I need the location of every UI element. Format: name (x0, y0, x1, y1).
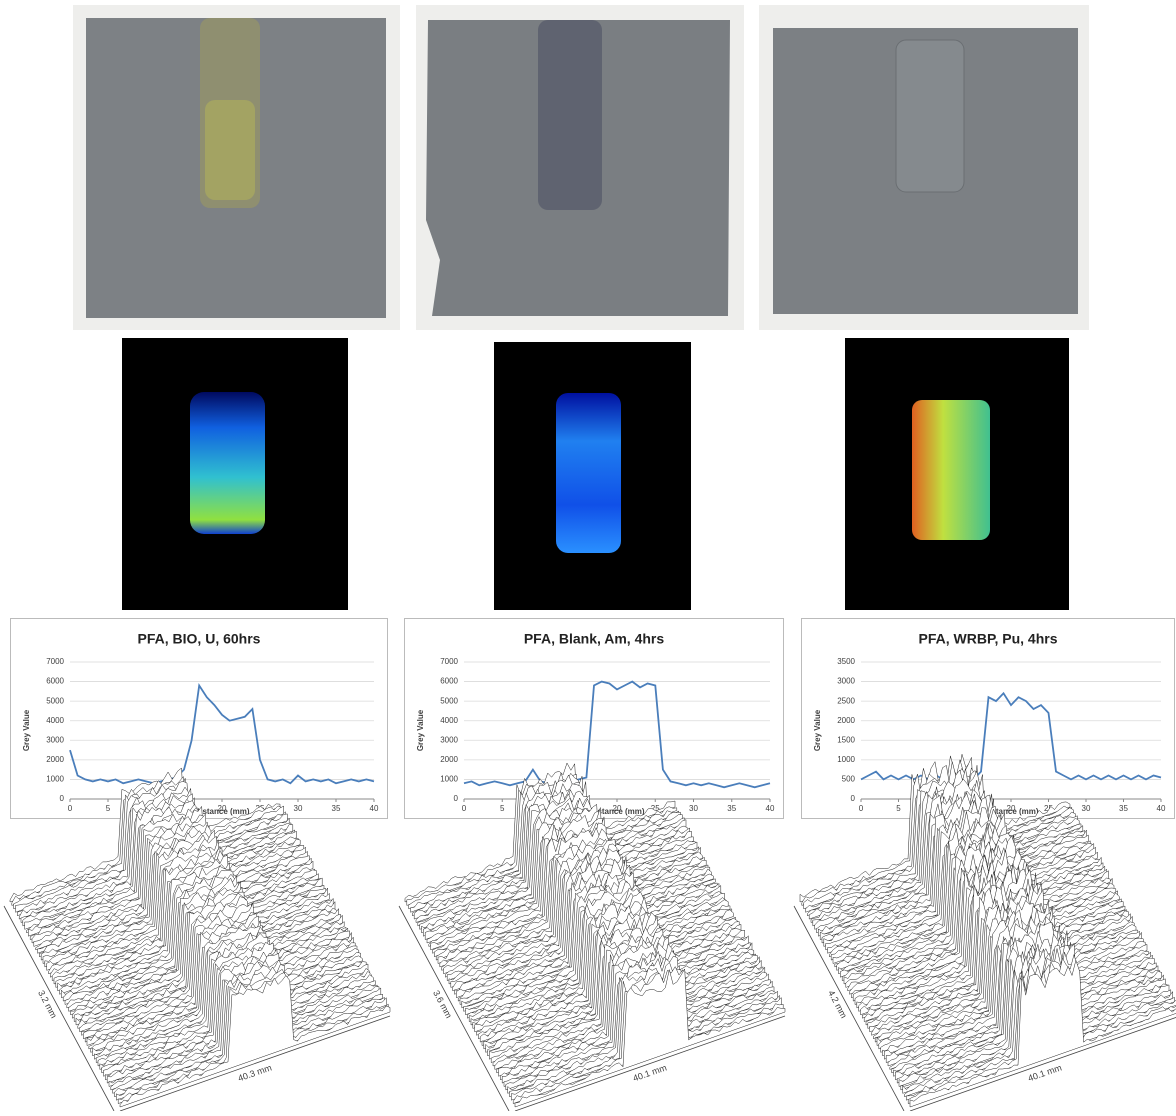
y-tick-label: 0 (851, 794, 856, 803)
x-tick-label: 35 (332, 804, 341, 813)
y-tick-label: 7000 (46, 657, 64, 666)
y-tick-label: 2000 (440, 755, 458, 764)
depth-label: 4.2 mm (826, 989, 849, 1020)
x-tick-label: 35 (1119, 804, 1128, 813)
x-axis-title: Distance (mm) (194, 807, 249, 816)
chart-frame (405, 619, 784, 819)
chart-title: PFA, WRBP, Pu, 4hrs (919, 631, 1058, 647)
y-tick-label: 2500 (837, 696, 855, 705)
y-tick-label: 3000 (837, 677, 855, 686)
y-tick-label: 3000 (46, 735, 64, 744)
y-axis-title: Grey Value (416, 709, 425, 751)
x-tick-label: 5 (500, 804, 505, 813)
y-tick-label: 3500 (837, 657, 855, 666)
length-label: 40.3 mm (237, 1062, 273, 1083)
x-tick-label: 30 (689, 804, 698, 813)
y-tick-label: 5000 (440, 696, 458, 705)
y-tick-label: 4000 (46, 716, 64, 725)
y-tick-label: 1000 (440, 775, 458, 784)
x-tick-label: 40 (1157, 804, 1166, 813)
y-tick-label: 6000 (440, 677, 458, 686)
x-tick-label: 0 (859, 804, 864, 813)
y-axis-title: Grey Value (813, 709, 822, 751)
surface-plot: 3.2 mm 40.3 mm (4, 768, 390, 1111)
length-label: 40.1 mm (1027, 1062, 1063, 1083)
x-tick-label: 35 (727, 804, 736, 813)
autoradiograph (122, 338, 348, 610)
photo (416, 5, 744, 330)
y-tick-label: 3000 (440, 735, 458, 744)
depth-label: 3.6 mm (431, 989, 454, 1020)
y-tick-label: 1500 (837, 735, 855, 744)
x-tick-label: 30 (1082, 804, 1091, 813)
y-tick-label: 5000 (46, 696, 64, 705)
y-tick-label: 2000 (837, 716, 855, 725)
photo (759, 5, 1089, 330)
x-tick-label: 40 (370, 804, 379, 813)
x-tick-label: 30 (294, 804, 303, 813)
photo (73, 5, 400, 330)
y-axis-title: Grey Value (22, 709, 31, 751)
depth-label: 3.2 mm (36, 989, 59, 1020)
y-tick-label: 6000 (46, 677, 64, 686)
y-tick-label: 4000 (440, 716, 458, 725)
autoradiograph (494, 342, 691, 610)
x-tick-label: 0 (462, 804, 467, 813)
y-tick-label: 2000 (46, 755, 64, 764)
chart-frame (802, 619, 1175, 819)
x-tick-label: 5 (106, 804, 111, 813)
y-tick-label: 0 (60, 794, 65, 803)
figure: PFA, BIO, U, 60hrs0100020003000400050006… (0, 0, 1176, 1111)
x-tick-label: 40 (766, 804, 775, 813)
y-tick-label: 500 (842, 775, 856, 784)
chart-title: PFA, BIO, U, 60hrs (138, 631, 261, 647)
x-tick-label: 5 (896, 804, 901, 813)
x-tick-label: 0 (68, 804, 73, 813)
chart-title: PFA, Blank, Am, 4hrs (524, 631, 665, 647)
chart-frame (11, 619, 388, 819)
length-label: 40.1 mm (632, 1062, 668, 1083)
y-tick-label: 1000 (46, 775, 64, 784)
y-tick-label: 1000 (837, 755, 855, 764)
y-tick-label: 0 (454, 794, 459, 803)
autoradiograph (845, 338, 1069, 610)
y-tick-label: 7000 (440, 657, 458, 666)
